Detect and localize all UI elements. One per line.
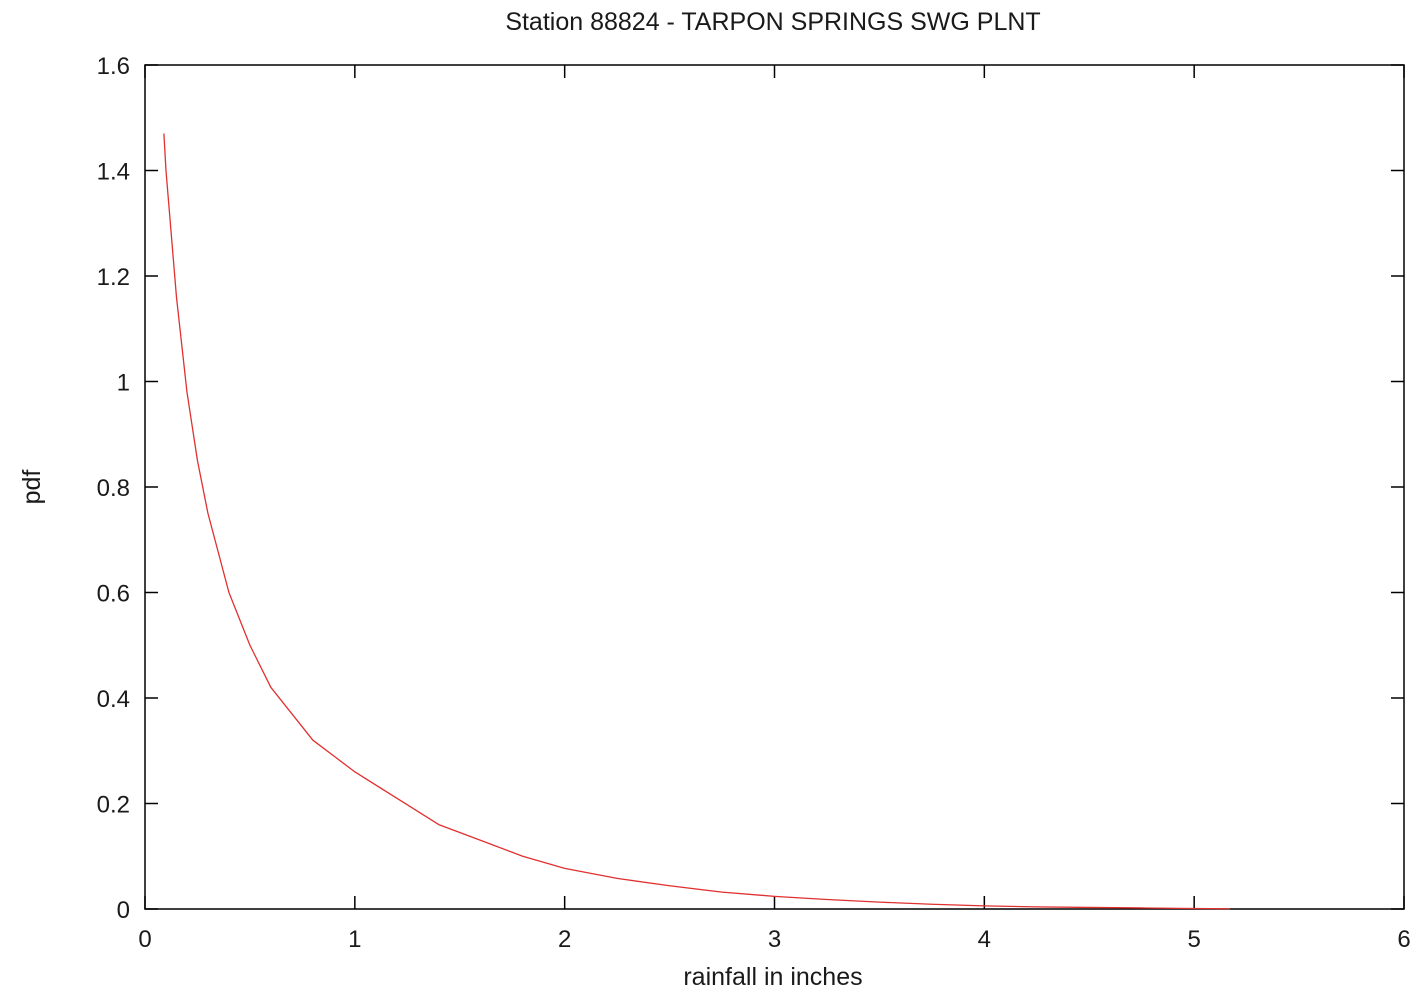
y-tick-label: 1.4 <box>97 159 130 186</box>
x-tick-label: 5 <box>1187 926 1200 953</box>
plot-frame <box>144 64 1405 910</box>
y-tick-label: 0.6 <box>97 581 130 608</box>
series-line-0 <box>163 133 1230 910</box>
x-tick-label: 6 <box>1397 926 1410 953</box>
chart-title: Station 88824 - TARPON SPRINGS SWG PLNT <box>505 8 1040 36</box>
y-tick-label: 1.2 <box>97 264 130 291</box>
x-axis-label: rainfall in inches <box>683 963 862 991</box>
y-tick-label: 1.6 <box>97 53 130 80</box>
y-tick-label: 0.8 <box>97 475 130 502</box>
x-tick-label: 2 <box>558 926 571 953</box>
x-tick-label: 4 <box>978 926 991 953</box>
y-tick-label: 1 <box>117 370 130 397</box>
series-layer <box>163 133 1230 910</box>
y-tick-label: 0 <box>117 897 130 924</box>
x-tick-label: 3 <box>768 926 781 953</box>
y-axis-label: pdf <box>18 470 46 505</box>
x-tick-label: 1 <box>348 926 361 953</box>
ticks: 0 1 2 3 4 5 6 0 0.2 0.4 0.6 0.8 1 1.2 1.4 1.6 <box>97 53 1411 953</box>
y-tick-label: 0.4 <box>97 686 130 713</box>
x-tick-label: 0 <box>138 926 151 953</box>
y-tick-label: 0.2 <box>97 792 130 819</box>
